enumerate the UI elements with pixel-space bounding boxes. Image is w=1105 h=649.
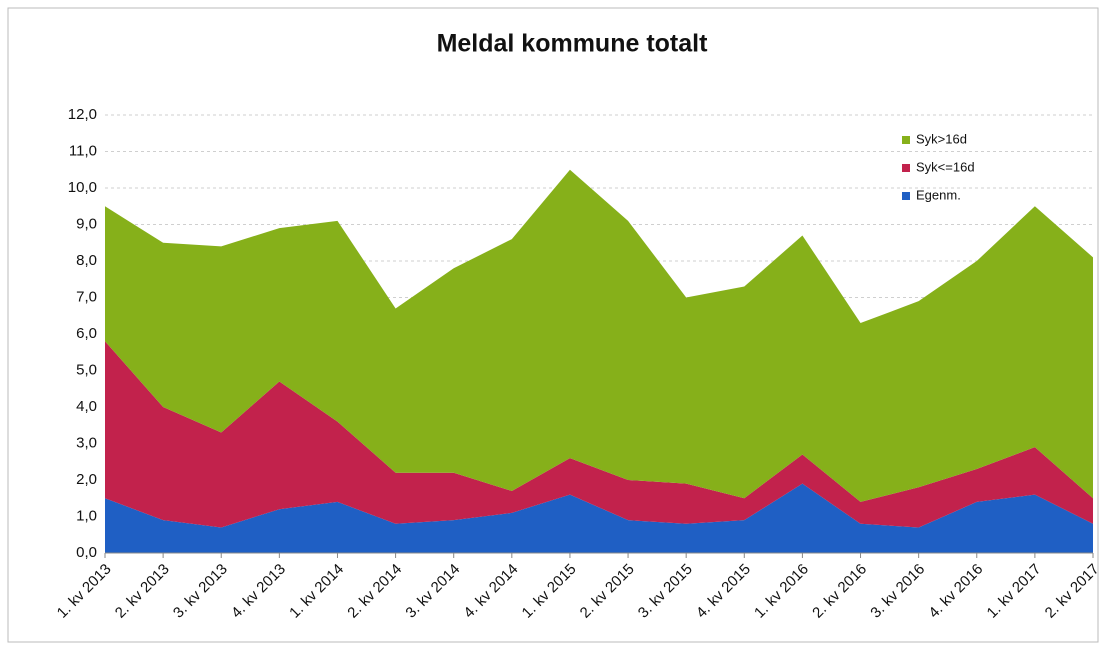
y-tick-label: 7,0 (76, 288, 97, 305)
y-tick-label: 2,0 (76, 471, 97, 488)
legend-label: Syk<=16d (916, 159, 975, 174)
y-tick-label: 6,0 (76, 325, 97, 342)
y-tick-label: 1,0 (76, 507, 97, 524)
y-tick-label: 4,0 (76, 398, 97, 415)
y-tick-label: 12,0 (68, 106, 97, 123)
legend-swatch (902, 164, 910, 172)
legend-swatch (902, 136, 910, 144)
y-tick-label: 11,0 (69, 142, 97, 159)
y-tick-label: 0,0 (76, 544, 97, 561)
area (105, 483, 1093, 553)
y-tick-label: 3,0 (76, 434, 97, 451)
y-tick-label: 8,0 (76, 252, 97, 269)
area (105, 341, 1093, 528)
legend-label: Egenm. (916, 187, 961, 202)
chart-title: Meldal kommune totalt (437, 30, 709, 58)
y-tick-label: 9,0 (76, 215, 97, 232)
legend-label: Syk>16d (916, 131, 967, 146)
y-tick-label: 5,0 (76, 361, 97, 378)
y-tick-label: 10,0 (68, 179, 97, 196)
area (105, 169, 1093, 502)
legend-swatch (902, 192, 910, 200)
